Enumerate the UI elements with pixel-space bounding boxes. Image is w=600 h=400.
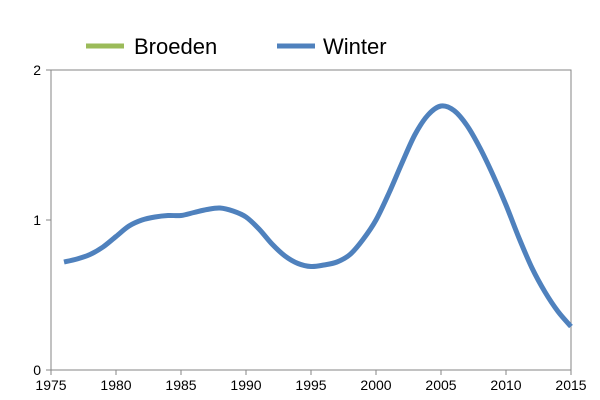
plot-area-frame (50, 69, 572, 371)
legend-label-winter: Winter (323, 34, 387, 59)
x-tick-label: 1985 (165, 377, 196, 393)
x-tick-label: 2000 (360, 377, 391, 393)
y-tick-label: 0 (33, 362, 41, 378)
x-tick-label: 1995 (295, 377, 326, 393)
legend-label-broeden: Broeden (134, 34, 217, 59)
x-tick-label: 1990 (230, 377, 261, 393)
x-tick-label: 2005 (425, 377, 456, 393)
y-tick-label: 1 (33, 212, 41, 228)
x-axis-ticks: 1975 1980 1985 1990 1995 2000 2005 2010 2015 (35, 370, 587, 393)
y-axis-ticks: 0 1 2 (33, 62, 51, 378)
y-tick-label: 2 (33, 62, 41, 78)
x-tick-label: 1980 (100, 377, 131, 393)
x-tick-label: 2010 (490, 377, 521, 393)
x-tick-label: 2015 (555, 377, 586, 393)
chart-axes (50, 69, 572, 371)
chart-series (63, 103, 573, 329)
chart-legend: Broeden Winter (86, 34, 387, 59)
series-line-winter (63, 103, 573, 329)
x-tick-label: 1975 (35, 377, 66, 393)
